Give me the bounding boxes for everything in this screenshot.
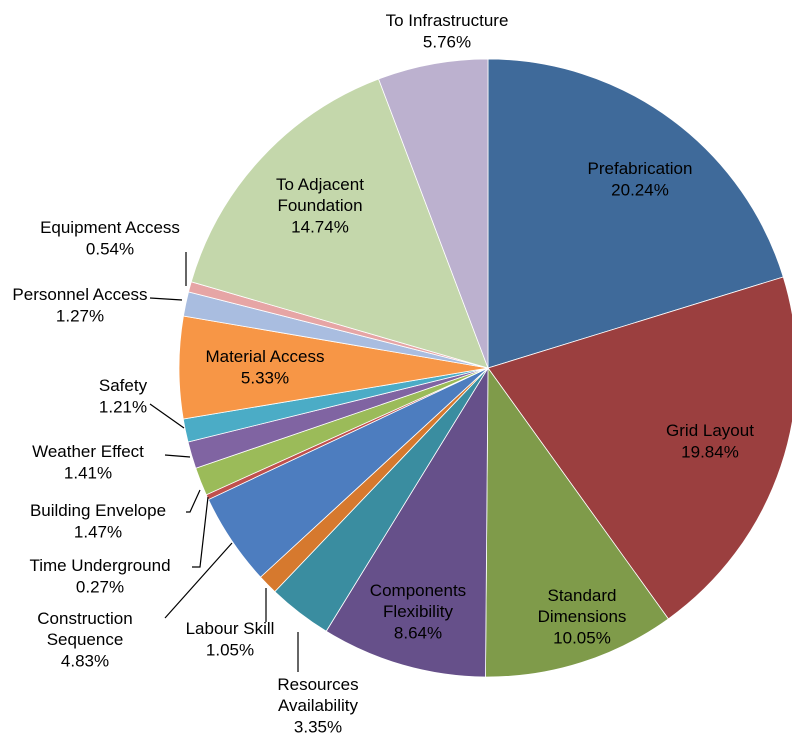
label-line: Sequence xyxy=(47,630,124,649)
category-label: Time Underground xyxy=(29,556,170,575)
leader-line xyxy=(149,297,183,301)
label-line: Resources xyxy=(277,675,358,694)
category-label: Standard Dimensions xyxy=(538,586,627,626)
category-label: Weather Effect xyxy=(32,442,144,461)
value-label: 19.84% xyxy=(681,442,739,461)
category-label: Personnel Access xyxy=(12,285,147,304)
category-label: Grid Layout xyxy=(666,421,754,440)
value-label: 1.05% xyxy=(206,640,254,659)
value-label: 1.47% xyxy=(74,522,122,541)
value-label: 5.76% xyxy=(423,32,471,51)
category-label: Resources Availability xyxy=(277,675,358,715)
category-label: To Infrastructure xyxy=(386,11,509,30)
pie-slice xyxy=(325,366,489,678)
label-line: Time Underground xyxy=(29,556,170,575)
pie-slice xyxy=(487,276,792,620)
label-line: Building Envelope xyxy=(30,501,166,520)
value-label: 0.27% xyxy=(76,577,124,596)
label-line: Personnel Access xyxy=(12,285,147,304)
leader-line xyxy=(192,496,209,568)
category-label: Equipment Access xyxy=(40,218,180,237)
pie-slice xyxy=(190,78,489,369)
value-label: 10.05% xyxy=(553,628,611,647)
leader-line xyxy=(149,403,185,429)
value-label: 20.24% xyxy=(611,180,669,199)
label-line: To Adjacent xyxy=(276,175,364,194)
label-line: Components xyxy=(370,581,466,600)
label-line: Standard xyxy=(548,586,617,605)
category-label: Construction Sequence xyxy=(37,609,132,649)
label-line: Grid Layout xyxy=(666,421,754,440)
pie-slice xyxy=(487,58,784,369)
label-line: Foundation xyxy=(277,196,362,215)
label-line: Material Access xyxy=(205,347,324,366)
category-label: Safety xyxy=(99,376,148,395)
pie-slice xyxy=(378,58,489,369)
value-label: 3.35% xyxy=(294,717,342,735)
label-line: To Infrastructure xyxy=(386,11,509,30)
label-line: Equipment Access xyxy=(40,218,180,237)
label-line: Weather Effect xyxy=(32,442,144,461)
label-line: Dimensions xyxy=(538,607,627,626)
value-label: 1.21% xyxy=(99,397,147,416)
category-label: Labour Skill xyxy=(186,619,275,638)
label-line: Availability xyxy=(278,696,359,715)
category-label: To Adjacent Foundation xyxy=(276,175,364,215)
value-label: 0.54% xyxy=(86,239,134,258)
label-line: Labour Skill xyxy=(186,619,275,638)
label-line: Construction xyxy=(37,609,132,628)
leader-line xyxy=(164,542,233,619)
leader-line xyxy=(164,454,191,458)
category-label: Building Envelope xyxy=(30,501,166,520)
value-label: 4.83% xyxy=(61,651,109,670)
leader-line xyxy=(186,489,201,513)
label-line: Flexibility xyxy=(383,602,453,621)
value-label: 8.64% xyxy=(394,623,442,642)
value-label: 1.27% xyxy=(56,306,104,325)
label-line: Prefabrication xyxy=(588,159,693,178)
category-label: Material Access xyxy=(205,347,324,366)
pie-slice xyxy=(485,366,669,678)
category-label: Prefabrication xyxy=(588,159,693,178)
label-line: Safety xyxy=(99,376,148,395)
value-label: 1.41% xyxy=(64,463,112,482)
category-label: Components Flexibility xyxy=(370,581,466,621)
value-label: 14.74% xyxy=(291,217,349,236)
value-label: 5.33% xyxy=(241,368,289,387)
